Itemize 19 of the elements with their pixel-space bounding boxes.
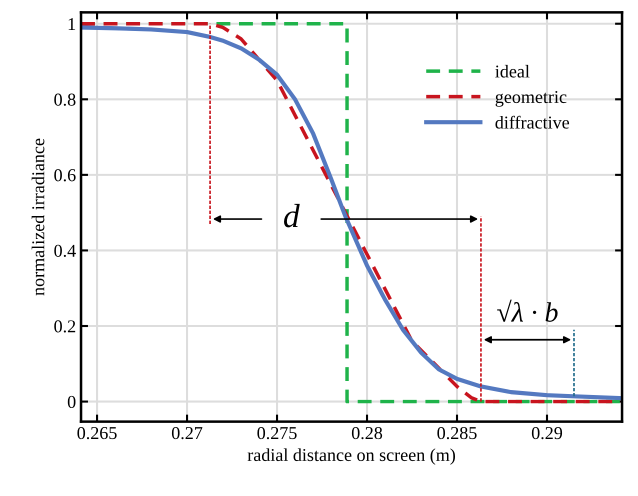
y-tick-label: 0.4 xyxy=(54,244,76,257)
y-tick-label: 1 xyxy=(68,18,76,30)
x-tick-label: 0.275 xyxy=(257,426,297,440)
y-axis-title: normalized irradiance xyxy=(32,138,44,296)
legend-label: geometric xyxy=(496,90,566,107)
x-tick-label: 0.285 xyxy=(437,426,477,440)
y-tick-label: 0.6 xyxy=(54,169,76,182)
legend-label: ideal xyxy=(495,64,530,78)
x-tick-label: 0.29 xyxy=(532,426,562,440)
x-tick-label: 0.27 xyxy=(172,426,202,440)
annotation: d xyxy=(284,204,300,228)
x-axis-title: radial distance on screen (m) xyxy=(248,448,456,465)
y-tick-label: 0 xyxy=(68,396,76,408)
y-tick-label: 0.8 xyxy=(54,94,76,106)
x-tick-label: 0.28 xyxy=(352,426,382,440)
legend-label: diffractive xyxy=(495,116,570,129)
annotation: √λ · b xyxy=(497,300,558,322)
y-tick-label: 0.2 xyxy=(54,320,76,333)
x-tick-label: 0.265 xyxy=(77,426,117,440)
